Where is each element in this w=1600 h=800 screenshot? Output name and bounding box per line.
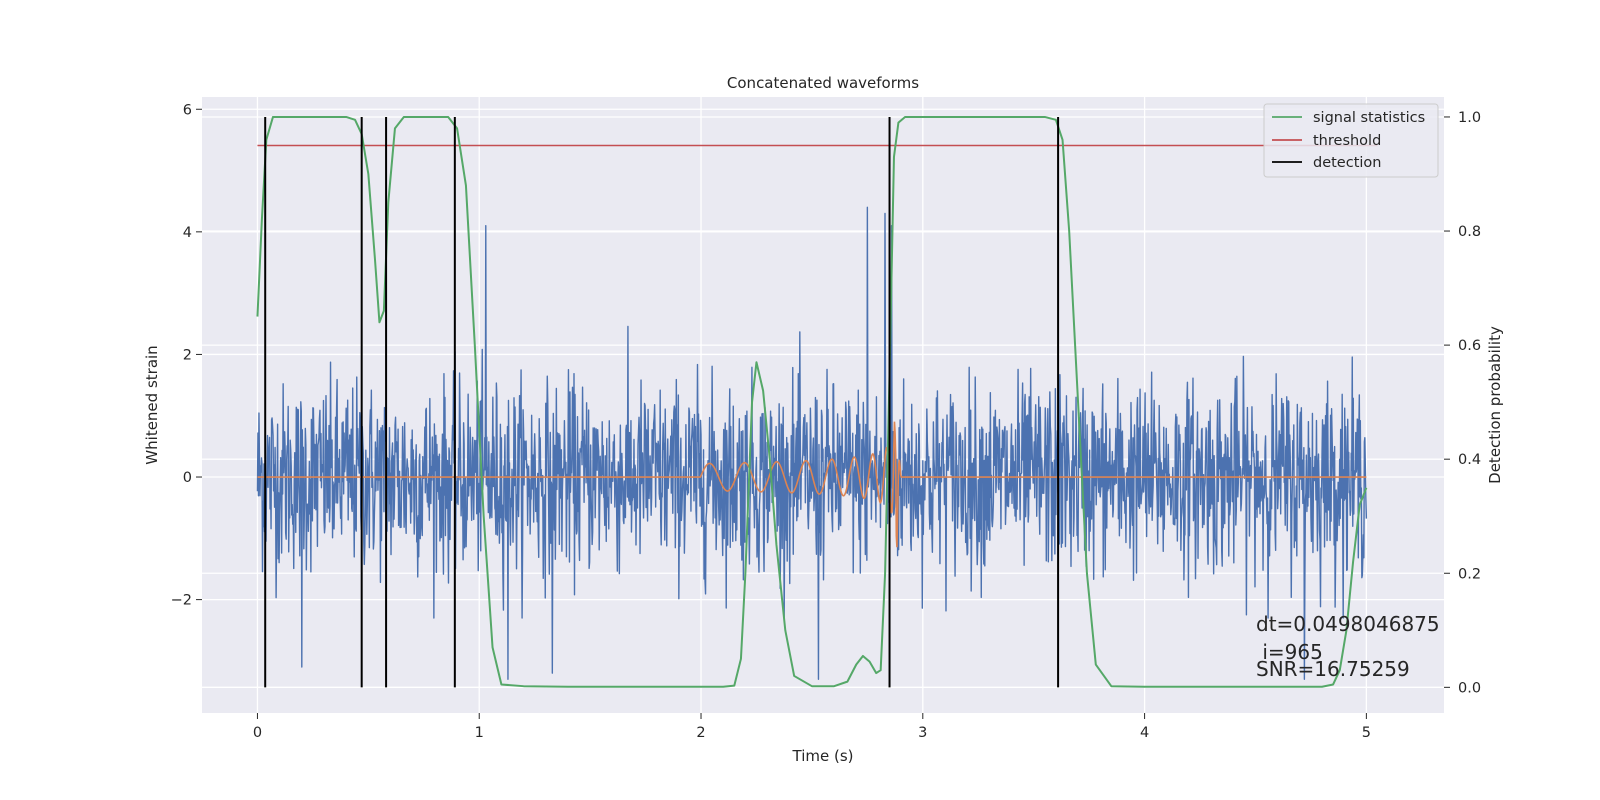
y-tick-label-right: 0.4: [1458, 452, 1481, 468]
legend-label-threshold: threshold: [1313, 133, 1381, 149]
x-tick-label: 1: [475, 725, 484, 741]
annotation-snr: SNR=16.75259: [1256, 657, 1410, 681]
x-tick-label: 5: [1362, 725, 1371, 741]
x-tick-label: 2: [696, 725, 705, 741]
left-axis-ticks: −2 0 2 4 6: [171, 102, 202, 609]
strain-series-layer: [256, 206, 1368, 680]
legend-label-detection: detection: [1313, 155, 1381, 171]
bottom-axis-ticks: 0 1 2 3 4 5: [253, 713, 1371, 741]
x-axis-label: Time (s): [792, 747, 854, 765]
y-axis-label-right: Detection probability: [1486, 326, 1504, 484]
y-tick-label-right: 0.6: [1458, 338, 1481, 354]
chart-title: Concatenated waveforms: [727, 74, 919, 92]
y-tick-label-right: 1.0: [1458, 110, 1481, 126]
legend-box: [1263, 103, 1439, 178]
y-axis-label-left: Whitened strain: [143, 345, 161, 464]
legend-label-signal-statistics: signal statistics: [1313, 110, 1425, 126]
annotation-dt: dt=0.0498046875: [1256, 612, 1440, 636]
x-tick-label: 4: [1140, 725, 1149, 741]
series-line-signal-statistics: [256, 115, 1368, 688]
y-tick-label-right: 0.0: [1458, 680, 1481, 696]
annotation-block: dt=0.0498046875 i=965 SNR=16.75259: [1256, 612, 1440, 681]
series-line-whitened-strain: [256, 206, 1368, 680]
y-tick-label-right: 0.8: [1458, 224, 1481, 240]
y-tick-label-left: −2: [171, 593, 192, 609]
y-tick-label-left: 2: [183, 347, 192, 363]
y-tick-label-left: 6: [183, 102, 192, 118]
x-tick-label: 3: [918, 725, 927, 741]
detection-lines-layer: [264, 116, 1060, 688]
annotation-index: i=965: [1256, 640, 1323, 664]
legend: signal statistics threshold detection: [1263, 103, 1439, 178]
series-line-injected-waveform: [257, 421, 1367, 548]
y-tick-label-left: 0: [183, 470, 192, 486]
signal-statistics-series-layer: [256, 115, 1368, 688]
chirp-series-layer: [257, 421, 1367, 548]
y-tick-label-right: 0.2: [1458, 566, 1481, 582]
y-tick-label-left: 4: [183, 225, 192, 241]
right-axis-ticks: 0.0 0.2 0.4 0.6 0.8 1.0: [1444, 110, 1481, 696]
x-tick-label: 0: [253, 725, 262, 741]
